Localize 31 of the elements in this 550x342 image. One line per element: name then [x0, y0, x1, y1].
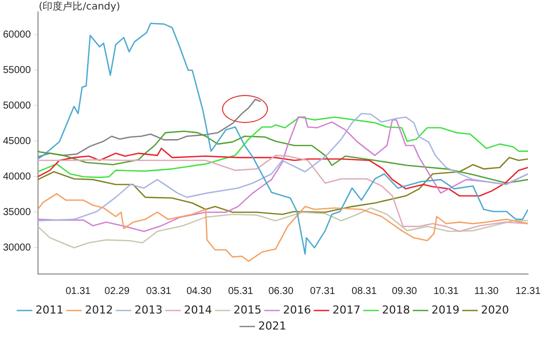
x-tick-label: 10.31 [434, 286, 460, 297]
legend-label: 2012 [85, 303, 114, 316]
legend-label: 2021 [258, 319, 286, 332]
legend-label: 2013 [134, 303, 163, 316]
legend-label: 2020 [480, 303, 509, 316]
legend-label: 2019 [431, 303, 460, 316]
y-tick-label: 40000 [2, 171, 32, 182]
y-axis-title: (印度卢比/candy) [38, 0, 120, 13]
legend-label: 2016 [283, 303, 311, 316]
x-tick-label: 05.31 [228, 286, 254, 297]
x-tick-label: 03.31 [146, 286, 172, 297]
x-tick-label: 08.31 [352, 286, 378, 297]
x-tick-label: 11.30 [474, 286, 499, 297]
y-tick-label: 55000 [2, 64, 32, 76]
y-tick-label: 30000 [2, 242, 32, 254]
legend-label: 2017 [332, 303, 360, 316]
legend-label: 2018 [382, 303, 410, 316]
x-tick-label: 09.30 [392, 286, 418, 297]
x-tick-label: 02.29 [104, 286, 130, 297]
legend-label: 2011 [36, 303, 64, 316]
x-tick-label: 06.30 [268, 286, 294, 297]
legend-label: 2014 [184, 303, 212, 316]
y-tick-label: 60000 [2, 29, 32, 40]
x-tick-label: 07.31 [310, 286, 336, 297]
legend-label: 2015 [234, 303, 262, 316]
x-tick-label: 04.30 [186, 286, 212, 297]
y-tick-label: 45000 [2, 136, 32, 147]
x-tick-label: 01.31 [66, 286, 92, 297]
y-tick-label: 35000 [2, 206, 32, 218]
x-tick-label: 12.31 [515, 286, 541, 297]
y-tick-label: 50000 [2, 100, 32, 112]
